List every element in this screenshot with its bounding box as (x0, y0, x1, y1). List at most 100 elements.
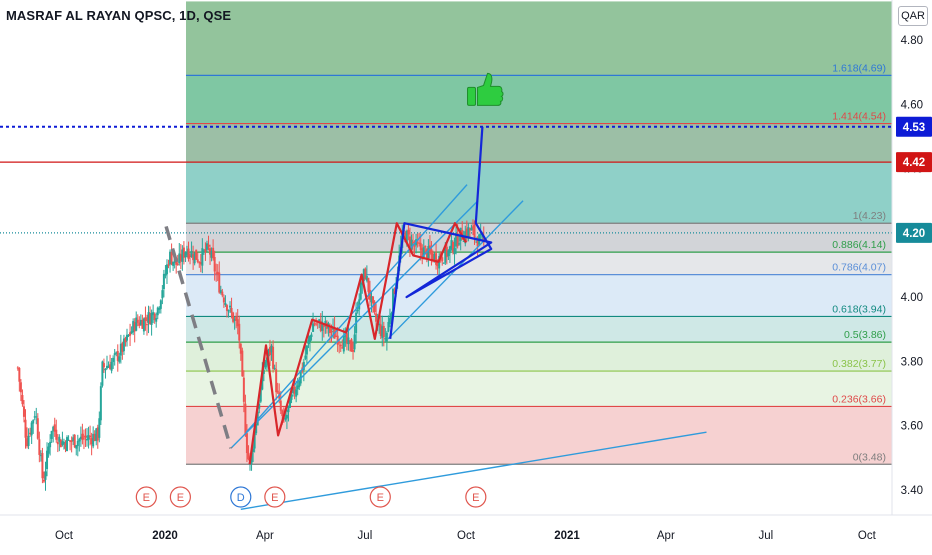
candle-body (412, 241, 415, 243)
candle-body (290, 394, 293, 400)
candle-body (296, 385, 299, 390)
candle-body (330, 331, 333, 333)
candle-body (468, 228, 471, 231)
candle-body (427, 245, 430, 259)
red-zigzag-pattern (248, 222, 467, 465)
candle-body (141, 319, 144, 329)
currency-label[interactable]: QAR (898, 6, 928, 26)
candle-body (230, 307, 233, 313)
candle-body (404, 232, 407, 242)
candle-body (221, 291, 224, 296)
candle-body (344, 335, 347, 337)
candle-body (224, 302, 227, 305)
fib-zone (186, 223, 892, 253)
candle-body (387, 321, 390, 332)
candle-body (138, 322, 141, 326)
candle-body (422, 247, 425, 260)
candle-body (261, 371, 264, 390)
candle-body (279, 400, 282, 411)
candle-body (102, 363, 105, 368)
candle-body (66, 437, 69, 452)
candle-body (132, 321, 135, 333)
candle-body (235, 316, 238, 321)
candle-body (73, 434, 76, 448)
candle-body (476, 241, 479, 247)
candle-body (342, 335, 345, 352)
candle-body (453, 248, 456, 254)
x-tick-label: Apr (657, 530, 675, 542)
fib-level-label: 0(3.48) (853, 451, 886, 463)
fib-level-label: 0.382(3.77) (832, 358, 886, 370)
candle-body (236, 319, 239, 327)
x-tick-label: Jul (358, 530, 373, 542)
candle-body (139, 319, 142, 325)
y-tick-label: 3.80 (901, 356, 923, 368)
candle-body (209, 248, 212, 255)
event-marker-circle (135, 486, 157, 508)
candle-body (315, 323, 318, 325)
event-marker-circle (264, 486, 286, 508)
fib-zone (186, 1, 892, 76)
candle-body (233, 318, 236, 321)
x-tick-label: Oct (858, 530, 877, 542)
candle-body (241, 350, 244, 377)
candle-body (125, 334, 128, 341)
event-marker-circle (169, 486, 191, 508)
candle-body (39, 455, 42, 457)
candle-body (118, 356, 121, 362)
candle-body (127, 335, 130, 337)
candle-body (133, 322, 136, 332)
candle-body (41, 452, 44, 479)
candle-body (458, 243, 461, 245)
candle-body (227, 310, 230, 312)
trend-line (245, 184, 468, 433)
candle-body (225, 305, 228, 311)
candle-body (169, 251, 172, 265)
candle-body (304, 355, 307, 359)
fib-level-label: 0.5(3.86) (844, 329, 886, 341)
candle-body (56, 441, 59, 445)
candle-body (276, 390, 279, 393)
candle-body (390, 313, 393, 320)
candle-body (481, 236, 484, 238)
candle-body (205, 243, 208, 250)
y-tick-label: 4.60 (901, 99, 923, 111)
event-marker-label: E (271, 492, 278, 504)
candle-body (451, 242, 454, 253)
candle-body (121, 343, 124, 352)
candle-body (124, 338, 127, 343)
candle-body (299, 370, 302, 384)
candle-body (215, 272, 218, 274)
candle-body (99, 386, 102, 421)
candle-body (178, 253, 181, 264)
candle-body (58, 436, 61, 442)
candle-body (59, 439, 62, 448)
candle-body (245, 433, 248, 454)
candle-body (307, 339, 310, 345)
candle-body (321, 321, 324, 331)
candle-body (285, 414, 288, 419)
candle-body (109, 364, 112, 370)
candle-body (407, 229, 410, 235)
candle-body (435, 253, 438, 265)
candle-body (385, 332, 388, 342)
event-marker-label: E (472, 492, 479, 504)
candle-body (47, 446, 50, 454)
x-tick-label: 2020 (152, 530, 178, 542)
candle-body (350, 339, 353, 352)
candle-body (359, 281, 362, 300)
candle-body (29, 432, 32, 435)
candle-body (184, 252, 187, 258)
candle-body (21, 395, 24, 405)
candle-body (27, 435, 30, 446)
candle-body (201, 248, 204, 266)
candle-body (313, 323, 316, 325)
candle-body (242, 377, 245, 402)
candle-body (312, 323, 315, 332)
candle-body (448, 246, 451, 254)
y-tick-label: 4.00 (901, 292, 923, 304)
fib-level-label: 1(4.23) (853, 210, 886, 222)
candle-body (310, 334, 313, 337)
